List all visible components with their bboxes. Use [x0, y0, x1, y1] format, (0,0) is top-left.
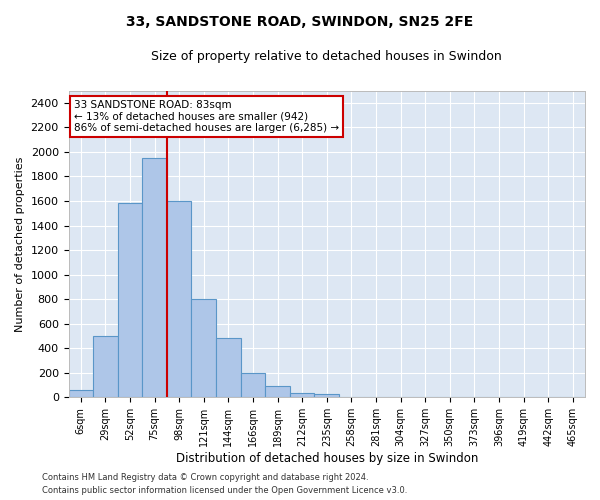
Bar	[167, 201, 191, 398]
Bar	[290, 393, 314, 398]
Bar	[241, 373, 265, 398]
Bar	[93, 336, 118, 398]
Bar	[191, 299, 216, 398]
Title: Size of property relative to detached houses in Swindon: Size of property relative to detached ho…	[151, 50, 502, 63]
X-axis label: Distribution of detached houses by size in Swindon: Distribution of detached houses by size …	[176, 452, 478, 465]
Bar	[216, 338, 241, 398]
Bar	[68, 390, 93, 398]
Bar	[314, 394, 339, 398]
Text: Contains HM Land Registry data © Crown copyright and database right 2024.
Contai: Contains HM Land Registry data © Crown c…	[42, 474, 407, 495]
Bar	[118, 204, 142, 398]
Text: 33 SANDSTONE ROAD: 83sqm
← 13% of detached houses are smaller (942)
86% of semi-: 33 SANDSTONE ROAD: 83sqm ← 13% of detach…	[74, 100, 339, 133]
Bar	[265, 386, 290, 398]
Bar	[142, 158, 167, 398]
Text: 33, SANDSTONE ROAD, SWINDON, SN25 2FE: 33, SANDSTONE ROAD, SWINDON, SN25 2FE	[127, 15, 473, 29]
Y-axis label: Number of detached properties: Number of detached properties	[15, 156, 25, 332]
